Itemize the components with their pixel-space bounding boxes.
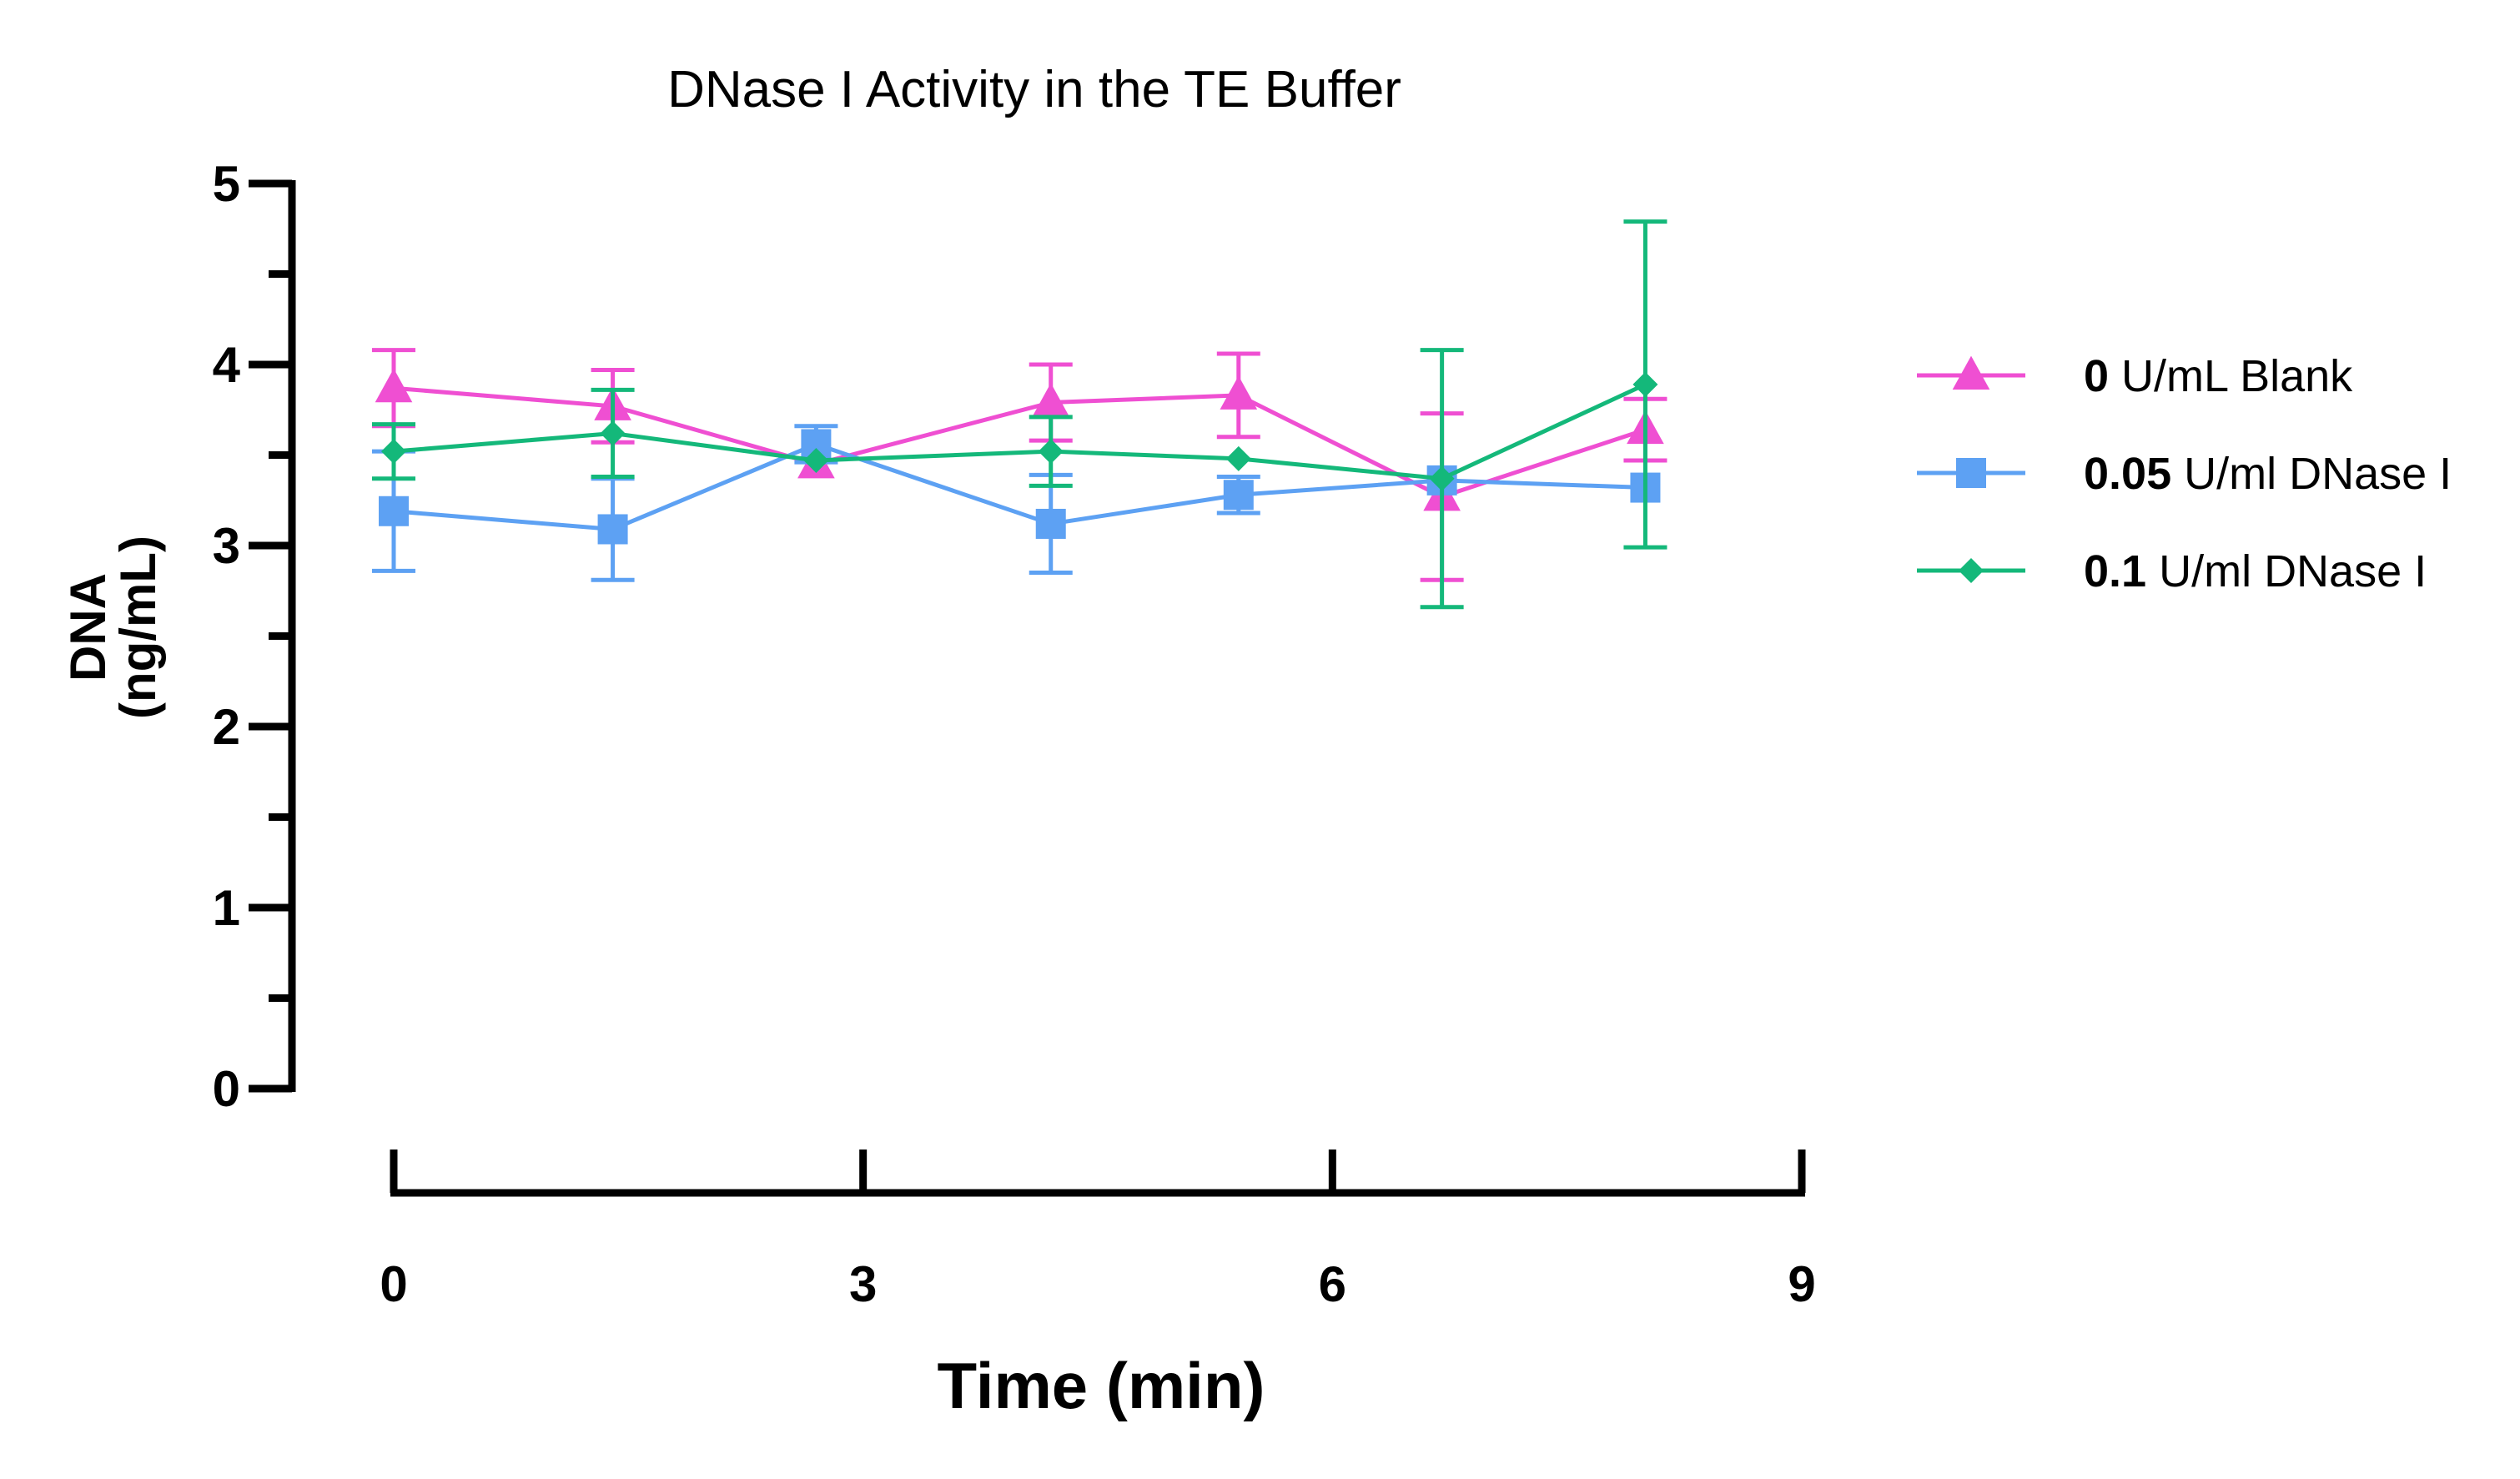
- series-1: [372, 424, 1661, 582]
- x-axis: 0 3 6 9: [380, 1149, 1816, 1312]
- y-tick-label: 4: [213, 337, 241, 393]
- y-tick-label: 0: [213, 1061, 240, 1117]
- plot-area: [372, 219, 1667, 610]
- y-axis-title-line2: (ng/mL): [110, 536, 166, 719]
- y-tick-label: 5: [213, 156, 240, 212]
- data-point: [1038, 439, 1064, 465]
- data-point: [597, 514, 628, 545]
- data-point: [375, 368, 413, 403]
- x-tick-label: 9: [1788, 1256, 1815, 1312]
- series-2: [372, 219, 1667, 610]
- legend-label: 0.05 U/ml DNase I: [2084, 449, 2452, 499]
- series-line: [393, 382, 1647, 481]
- legend-entry-0: 0 U/mL Blank: [1917, 351, 2353, 401]
- y-tick-label: 2: [213, 699, 240, 755]
- y-axis: 0 1 2 3 4 5: [213, 156, 296, 1117]
- data-point: [1429, 465, 1455, 491]
- legend-label: 0 U/mL Blank: [2084, 351, 2353, 401]
- x-tick-label: 3: [849, 1256, 877, 1312]
- x-axis-title: Time (min): [938, 1349, 1265, 1422]
- data-point: [1632, 371, 1658, 397]
- data-point: [1032, 383, 1070, 417]
- y-axis-title: DNA (ng/mL): [60, 536, 166, 719]
- data-point: [1225, 445, 1251, 471]
- x-tick-label: 6: [1319, 1256, 1346, 1312]
- data-point: [1223, 480, 1254, 511]
- legend: 0 U/mL Blank 0.05 U/ml DNase I 0.1 U/ml DN…: [1917, 351, 2452, 596]
- data-point: [600, 420, 626, 446]
- legend-entry-1: 0.05 U/ml DNase I: [1917, 449, 2452, 499]
- legend-swatch-marker: [1956, 458, 1986, 488]
- legend-label: 0.1 U/ml DNase I: [2084, 546, 2427, 596]
- y-tick-label: 1: [213, 880, 240, 936]
- legend-swatch-marker: [1952, 355, 1990, 390]
- y-axis-title-line1: DNA: [60, 573, 116, 682]
- data-point: [803, 448, 829, 474]
- series-line: [393, 441, 1646, 532]
- chart-title: DNase I Activity in the TE Buffer: [667, 61, 1401, 118]
- y-tick-label: 3: [213, 518, 240, 574]
- legend-entry-2: 0.1 U/ml DNase I: [1917, 546, 2427, 596]
- data-point: [381, 439, 406, 465]
- data-point: [1220, 375, 1258, 410]
- legend-swatch-marker: [1959, 558, 1984, 583]
- data-point: [379, 496, 409, 526]
- data-point: [1035, 508, 1066, 539]
- x-tick-label: 0: [380, 1256, 407, 1312]
